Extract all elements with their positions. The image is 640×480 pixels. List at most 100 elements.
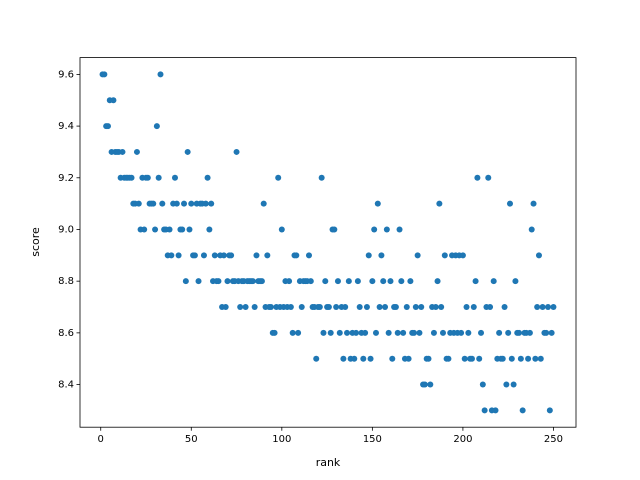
- point: [208, 200, 215, 207]
- point: [249, 278, 256, 285]
- x-tick-label: 150: [363, 434, 382, 445]
- point: [362, 329, 369, 336]
- point: [389, 355, 396, 362]
- point: [215, 278, 222, 285]
- point: [211, 252, 218, 259]
- point: [152, 226, 159, 233]
- point: [526, 329, 533, 336]
- point: [439, 329, 446, 336]
- point: [271, 329, 278, 336]
- point: [293, 252, 300, 259]
- point: [200, 252, 207, 259]
- y-tick-label: 9.2: [58, 173, 74, 184]
- point: [322, 278, 329, 285]
- point: [320, 329, 327, 336]
- point: [525, 355, 532, 362]
- point: [516, 329, 523, 336]
- point: [459, 252, 466, 259]
- point: [380, 278, 387, 285]
- point: [351, 355, 358, 362]
- point: [476, 355, 483, 362]
- point: [204, 174, 211, 181]
- point: [316, 304, 323, 311]
- point: [360, 355, 367, 362]
- point: [251, 304, 258, 311]
- x-tick-label: 50: [185, 434, 198, 445]
- point: [461, 355, 468, 362]
- point: [104, 123, 111, 130]
- x-axis-label: rank: [316, 456, 341, 469]
- point: [550, 304, 557, 311]
- point: [430, 329, 437, 336]
- point: [278, 226, 285, 233]
- point: [202, 200, 209, 207]
- point: [371, 226, 378, 233]
- point: [305, 252, 312, 259]
- point: [394, 329, 401, 336]
- point: [135, 200, 142, 207]
- point: [436, 200, 443, 207]
- point: [479, 381, 486, 388]
- point: [505, 329, 512, 336]
- point: [224, 278, 231, 285]
- point: [318, 174, 325, 181]
- point: [307, 278, 314, 285]
- point: [528, 226, 535, 233]
- point: [233, 148, 240, 155]
- point: [403, 304, 410, 311]
- point: [545, 304, 552, 311]
- point: [186, 226, 193, 233]
- point: [445, 355, 452, 362]
- point: [128, 174, 135, 181]
- point: [468, 355, 475, 362]
- point: [472, 278, 479, 285]
- point: [532, 355, 539, 362]
- point: [434, 278, 441, 285]
- point: [374, 200, 381, 207]
- point: [543, 329, 550, 336]
- point: [438, 304, 445, 311]
- point: [458, 329, 465, 336]
- point: [369, 278, 376, 285]
- point: [387, 278, 394, 285]
- point: [548, 329, 555, 336]
- point: [260, 200, 267, 207]
- point: [153, 123, 160, 130]
- point: [237, 304, 244, 311]
- point: [188, 200, 195, 207]
- point: [432, 304, 439, 311]
- point: [376, 304, 383, 311]
- point: [101, 71, 108, 78]
- point: [392, 304, 399, 311]
- point: [487, 304, 494, 311]
- point: [181, 200, 188, 207]
- point: [110, 97, 117, 104]
- point: [478, 329, 485, 336]
- point: [501, 304, 508, 311]
- point: [155, 174, 162, 181]
- plot-frame: [79, 57, 577, 428]
- point: [166, 226, 173, 233]
- y-tick-label: 8.8: [58, 276, 74, 287]
- point: [119, 148, 126, 155]
- point: [416, 329, 423, 336]
- point: [510, 381, 517, 388]
- point: [191, 252, 198, 259]
- point: [313, 355, 320, 362]
- point: [499, 355, 506, 362]
- point: [144, 174, 151, 181]
- point: [206, 226, 213, 233]
- point: [365, 252, 372, 259]
- point: [228, 252, 235, 259]
- point: [298, 304, 305, 311]
- point: [182, 278, 189, 285]
- point: [267, 304, 274, 311]
- point: [407, 278, 414, 285]
- point: [157, 71, 164, 78]
- point: [220, 252, 227, 259]
- point: [173, 200, 180, 207]
- point: [405, 355, 412, 362]
- point: [150, 200, 157, 207]
- point: [353, 329, 360, 336]
- point: [463, 304, 470, 311]
